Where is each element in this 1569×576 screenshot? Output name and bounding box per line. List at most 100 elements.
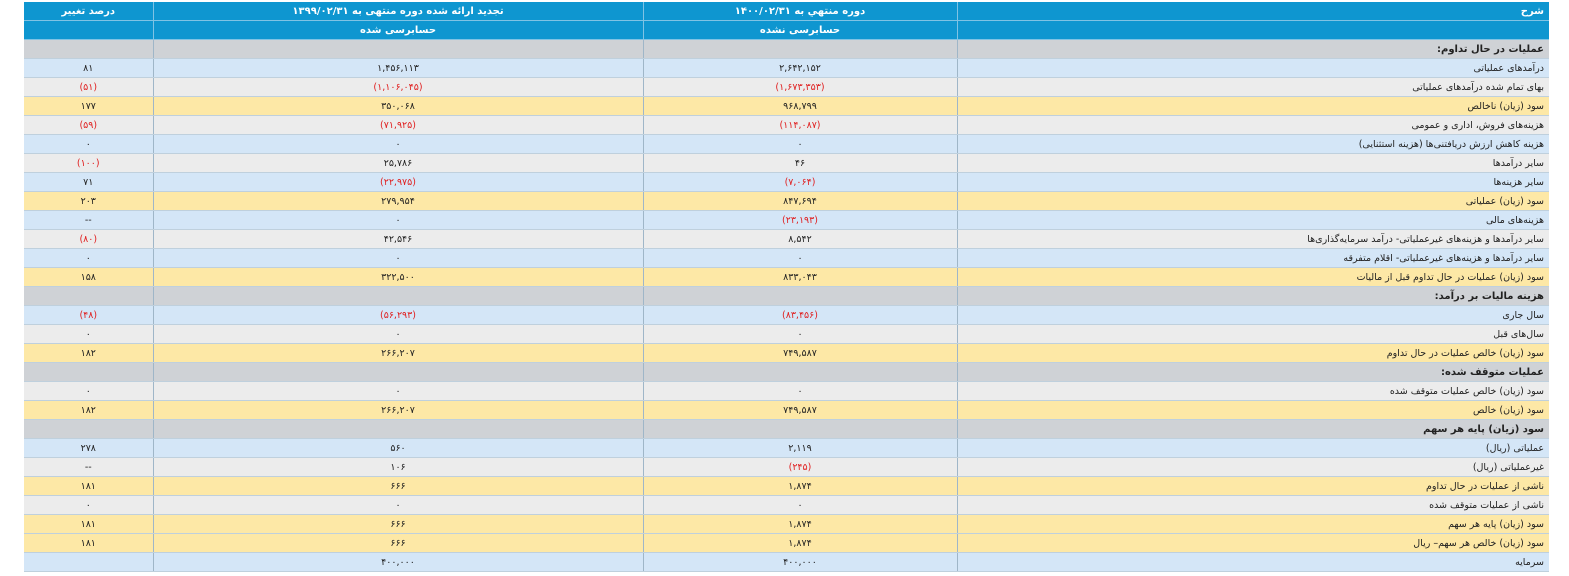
percent-change: ۱۸۱	[24, 476, 153, 496]
value-period2: (۲۲,۹۷۵)	[152, 172, 643, 192]
row-label: ناشی از عملیات متوقف شده	[956, 495, 1549, 515]
value-period1: ۸۴۷,۶۹۴	[642, 191, 957, 211]
table-row: سود (زیان) خالص عملیات متوقف شده ۰ ۰ ۰	[24, 381, 1549, 401]
table-row: سود (زیان) عملیاتی ۸۴۷,۶۹۴ ۲۷۹,۹۵۴ ۲۰۳	[24, 191, 1549, 211]
row-label: سود (زیان) عملیات در حال تداوم قبل از ما…	[956, 267, 1549, 287]
table-row: عملیاتی (ریال) ۲,۱۱۹ ۵۶۰ ۲۷۸	[24, 438, 1549, 458]
section-empty-cell	[24, 39, 153, 59]
row-label: سود (زیان) خالص هر سهم– ریال	[956, 533, 1549, 553]
percent-change: ۱۸۱	[24, 533, 153, 553]
header-change: درصد تغییر	[24, 2, 153, 21]
audit-status-period2: حسابرسی شده	[152, 20, 643, 40]
percent-change: (۴۸)	[24, 305, 153, 325]
percent-change: ۱۷۷	[24, 96, 153, 116]
value-period1: (۷,۰۶۴)	[642, 172, 957, 192]
row-label: هزینه‌های فروش، اداری و عمومی	[956, 115, 1549, 135]
row-label: سال جاری	[956, 305, 1549, 325]
percent-change: ۱۸۲	[24, 343, 153, 363]
section-empty-cell	[24, 286, 153, 306]
table-row: سود (زیان) خالص عملیات در حال تداوم ۷۴۹,۵…	[24, 343, 1549, 363]
value-period1: ۰	[642, 495, 957, 515]
value-period2: (۱,۱۰۶,۰۴۵)	[152, 77, 643, 97]
value-period2: ۵۶۰	[152, 438, 643, 458]
value-period2: ۶۶۶	[152, 533, 643, 553]
row-label: سود (زیان) ناخالص	[956, 96, 1549, 116]
value-period2: ۰	[152, 381, 643, 401]
value-period1: ۰	[642, 324, 957, 344]
table-row: سال جاری (۸۳,۴۵۶) (۵۶,۲۹۳) (۴۸)	[24, 305, 1549, 325]
section-empty-cell	[152, 39, 643, 59]
section-empty-cell	[24, 419, 153, 439]
section-empty-cell	[152, 286, 643, 306]
value-period2: ۱۰۶	[152, 457, 643, 477]
percent-change: ۰	[24, 324, 153, 344]
value-period1: ۸۳۳,۰۴۳	[642, 267, 957, 287]
header-empty	[24, 20, 153, 40]
income-statement: شرح دوره منتهي به ۱۴۰۰/۰۲/۳۱ تجدید ارائه…	[24, 2, 1549, 572]
table-row: ناشی از عملیات متوقف شده ۰ ۰ ۰	[24, 495, 1549, 515]
percent-change: ۱۸۲	[24, 400, 153, 420]
value-period1: ۲,۶۴۲,۱۵۲	[642, 58, 957, 78]
percent-change: (۵۹)	[24, 115, 153, 135]
value-period1: ۸,۵۴۲	[642, 229, 957, 249]
value-period1: ۰	[642, 248, 957, 268]
row-label: سایر درآمدها	[956, 153, 1549, 173]
audit-status-row: حسابرسی نشده حسابرسی شده	[24, 20, 1549, 40]
percent-change: ۰	[24, 381, 153, 401]
section-row: عملیات در حال تداوم:	[24, 39, 1549, 59]
value-period2: ۰	[152, 324, 643, 344]
header-row: شرح دوره منتهي به ۱۴۰۰/۰۲/۳۱ تجدید ارائه…	[24, 2, 1549, 21]
percent-change: (۸۰)	[24, 229, 153, 249]
row-label: درآمدهای عملیاتی	[956, 58, 1549, 78]
row-label: سایر درآمدها و هزینه‌های غیرعملیاتی- اقل…	[956, 248, 1549, 268]
table-row: سایر درآمدها و هزینه‌های غیرعملیاتی- اقل…	[24, 248, 1549, 268]
section-title: عملیات در حال تداوم:	[956, 39, 1549, 59]
section-title: عملیات متوقف شده:	[956, 362, 1549, 382]
value-period1: ۱,۸۷۴	[642, 476, 957, 496]
table-row: سود (زیان) پایه هر سهم ۱,۸۷۴ ۶۶۶ ۱۸۱	[24, 514, 1549, 534]
row-label: عملیاتی (ریال)	[956, 438, 1549, 458]
value-period2: ۶۶۶	[152, 514, 643, 534]
row-label: سال‌های قبل	[956, 324, 1549, 344]
value-period2: ۰	[152, 495, 643, 515]
table-row: سود (زیان) خالص هر سهم– ریال ۱,۸۷۴ ۶۶۶ ۱۸۱	[24, 533, 1549, 553]
percent-change	[24, 552, 153, 572]
value-period2: ۳۲۲,۵۰۰	[152, 267, 643, 287]
row-label: غیرعملیاتی (ریال)	[956, 457, 1549, 477]
section-title: هزینه مالیات بر درآمد:	[956, 286, 1549, 306]
percent-change: ۲۰۳	[24, 191, 153, 211]
table-row: سایر درآمدها و هزینه‌های غیرعملیاتی- درآ…	[24, 229, 1549, 249]
table-row: بهای تمام شده درآمدهای عملیاتی (۱,۶۷۳,۳۵۳…	[24, 77, 1549, 97]
percent-change: ۰	[24, 495, 153, 515]
value-period1: ۷۴۹,۵۸۷	[642, 343, 957, 363]
section-empty-cell	[152, 362, 643, 382]
value-period1: ۴۶	[642, 153, 957, 173]
table-row: ناشی از عملیات در حال تداوم ۱,۸۷۴ ۶۶۶ ۱۸۱	[24, 476, 1549, 496]
value-period2: ۰	[152, 248, 643, 268]
value-period2: ۱,۴۵۶,۱۱۳	[152, 58, 643, 78]
section-empty-cell	[642, 362, 957, 382]
percent-change: --	[24, 210, 153, 230]
table-row: غیرعملیاتی (ریال) (۲۴۵) ۱۰۶ --	[24, 457, 1549, 477]
percent-change: (۵۱)	[24, 77, 153, 97]
section-empty-cell	[24, 362, 153, 382]
value-period1: (۱۱۴,۰۸۷)	[642, 115, 957, 135]
value-period2: ۴۲,۵۴۶	[152, 229, 643, 249]
header-empty	[956, 20, 1549, 40]
value-period1: (۸۳,۴۵۶)	[642, 305, 957, 325]
table-row: درآمدهای عملیاتی ۲,۶۴۲,۱۵۲ ۱,۴۵۶,۱۱۳ ۸۱	[24, 58, 1549, 78]
section-row: عملیات متوقف شده:	[24, 362, 1549, 382]
section-empty-cell	[642, 286, 957, 306]
value-period1: ۰	[642, 134, 957, 154]
table-row: سال‌های قبل ۰ ۰ ۰	[24, 324, 1549, 344]
value-period1: ۲,۱۱۹	[642, 438, 957, 458]
value-period2: ۰	[152, 210, 643, 230]
value-period1: ۰	[642, 381, 957, 401]
value-period1: ۱,۸۷۴	[642, 514, 957, 534]
row-label: سود (زیان) عملیاتی	[956, 191, 1549, 211]
section-row: سود (زیان) پایه هر سهم	[24, 419, 1549, 439]
percent-change: --	[24, 457, 153, 477]
value-period1: ۴۰۰,۰۰۰	[642, 552, 957, 572]
percent-change: ۲۷۸	[24, 438, 153, 458]
table-row: هزینه کاهش ارزش دریافتنی‌ها (هزینه استثن…	[24, 134, 1549, 154]
